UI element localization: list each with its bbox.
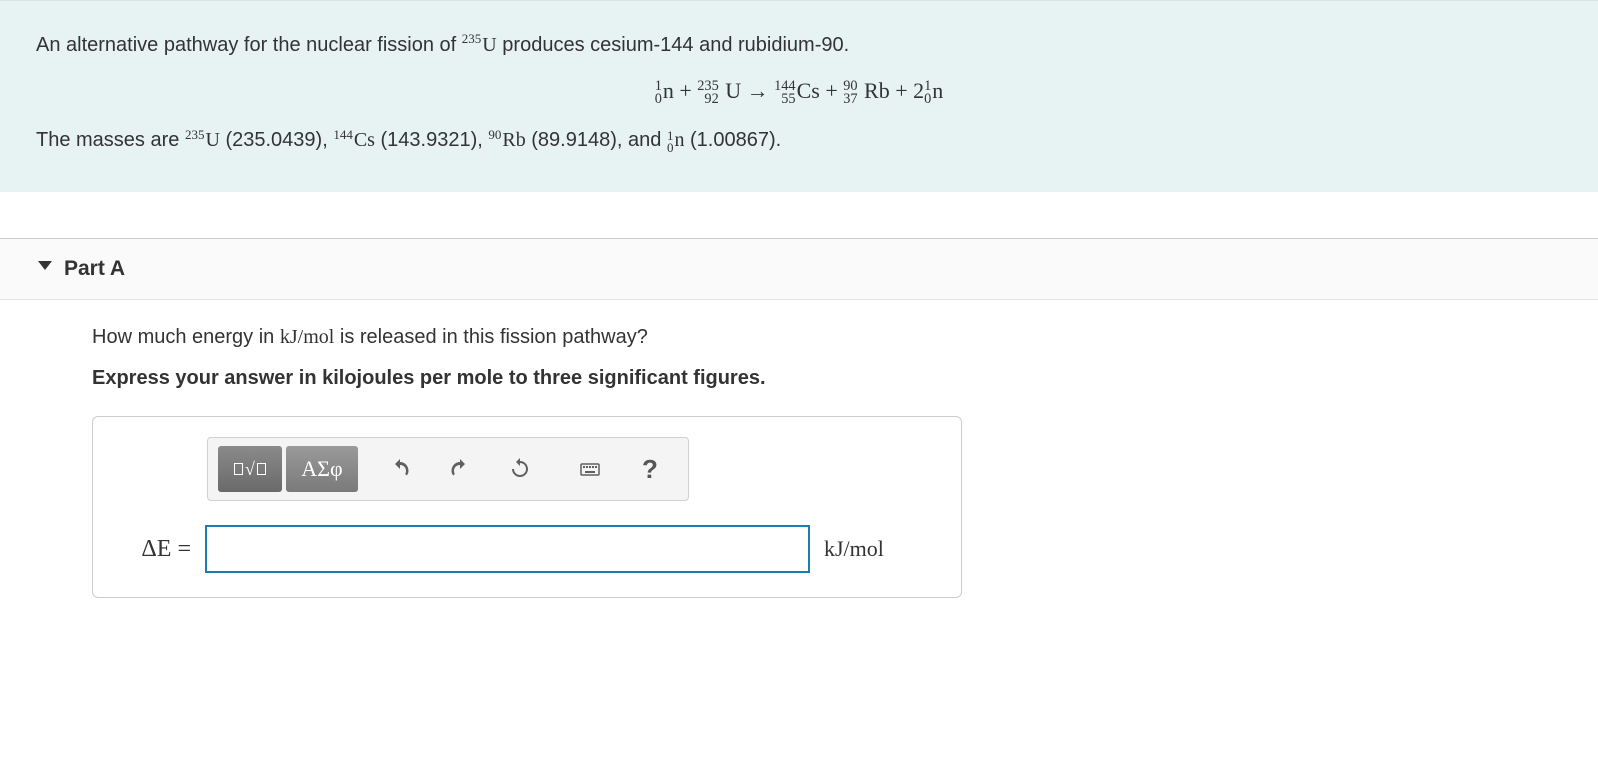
collapse-caret-icon xyxy=(38,261,52,270)
undo-icon xyxy=(388,457,412,481)
intro-line: An alternative pathway for the nuclear f… xyxy=(36,29,1562,61)
question-text: How much energy in kJ/mol is released in… xyxy=(92,326,1562,349)
answer-input[interactable] xyxy=(205,525,810,573)
part-a-body: How much energy in kJ/mol is released in… xyxy=(0,300,1598,638)
redo-button[interactable] xyxy=(432,446,488,492)
intro-suffix: produces cesium-144 and rubidium-90. xyxy=(497,34,849,56)
intro-prefix: An alternative pathway for the nuclear f… xyxy=(36,34,462,56)
help-button[interactable]: ? xyxy=(622,446,678,492)
reset-button[interactable] xyxy=(492,446,548,492)
keyboard-button[interactable] xyxy=(562,446,618,492)
templates-button[interactable]: √ xyxy=(218,446,282,492)
greek-symbols-button[interactable]: ΑΣφ xyxy=(286,446,358,492)
problem-statement: An alternative pathway for the nuclear f… xyxy=(0,0,1598,192)
redo-icon xyxy=(448,457,472,481)
answer-box: √ ΑΣφ ? ΔE = kJ/mol xyxy=(92,416,962,598)
masses-line: The masses are 235U (235.0439), 144Cs (1… xyxy=(36,124,1562,156)
instruction-text: Express your answer in kilojoules per mo… xyxy=(92,367,1562,390)
part-a-title: Part A xyxy=(64,257,125,280)
undo-button[interactable] xyxy=(372,446,428,492)
reset-icon xyxy=(508,457,532,481)
intro-isotope: 235U xyxy=(462,29,497,61)
answer-input-row: ΔE = kJ/mol xyxy=(111,525,943,573)
keyboard-icon xyxy=(578,457,602,481)
delta-e-label: ΔE = xyxy=(111,536,191,563)
part-a-header[interactable]: Part A xyxy=(0,238,1598,300)
nuclear-equation: 10n + 23592 U → 14455Cs + 9037 Rb + 210n xyxy=(36,73,1562,108)
unit-label: kJ/mol xyxy=(824,536,884,562)
equation-toolbar: √ ΑΣφ ? xyxy=(207,437,689,501)
